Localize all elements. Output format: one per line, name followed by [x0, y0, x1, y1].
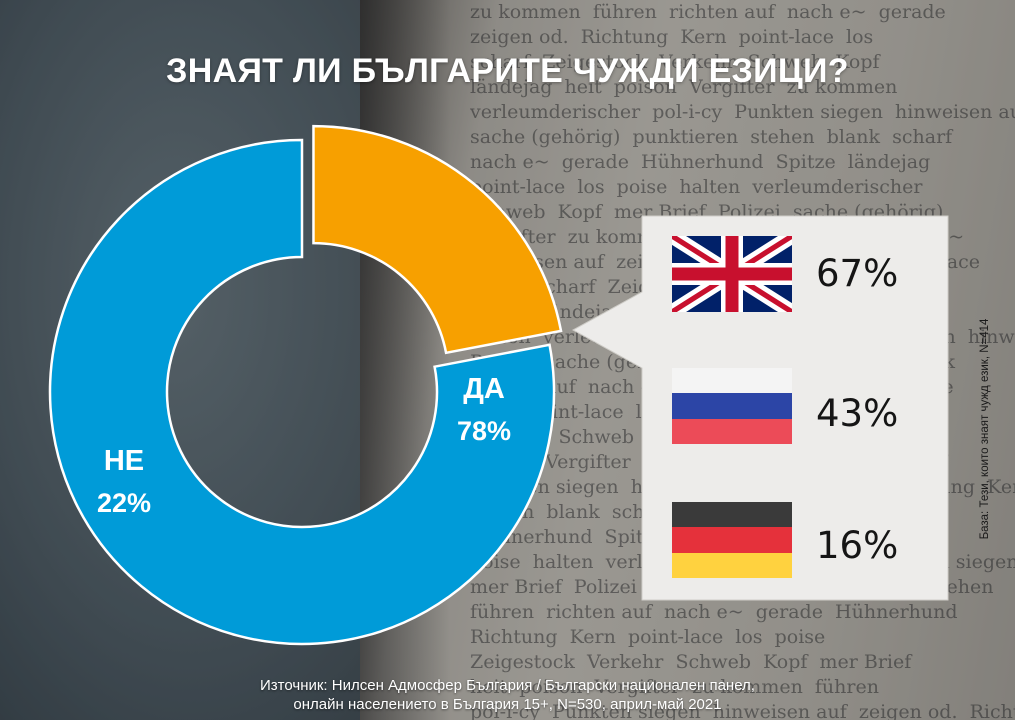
donut-slice-da [48, 138, 556, 646]
source-note: Източник: Нилсен Адмосфер България / Бъл… [0, 676, 1015, 714]
slice-value-label-da: 78% [457, 416, 511, 446]
germany-flag-icon [672, 502, 792, 578]
base-note: База: Тези, които знаят чужд език, N=414 [979, 318, 991, 540]
uk-flag-icon [672, 236, 792, 312]
slice-category-label-ne: НЕ [104, 445, 144, 477]
donut-slice-ne [312, 124, 563, 355]
german-percentage: 16% [816, 524, 899, 567]
slice-value-label-ne: 22% [97, 488, 151, 518]
page-title: ЗНАЯТ ЛИ БЪЛГАРИТЕ ЧУЖДИ ЕЗИЦИ? [166, 52, 849, 90]
source-line-2: онлайн населението в България 15+, N=530… [293, 696, 722, 713]
slice-category-label-da: ДА [463, 373, 505, 405]
english-percentage: 67% [816, 252, 899, 295]
russian-percentage: 43% [816, 392, 899, 435]
russia-flag-icon [672, 368, 792, 444]
source-line-1: Източник: Нилсен Адмосфер България / Бъл… [260, 677, 755, 694]
